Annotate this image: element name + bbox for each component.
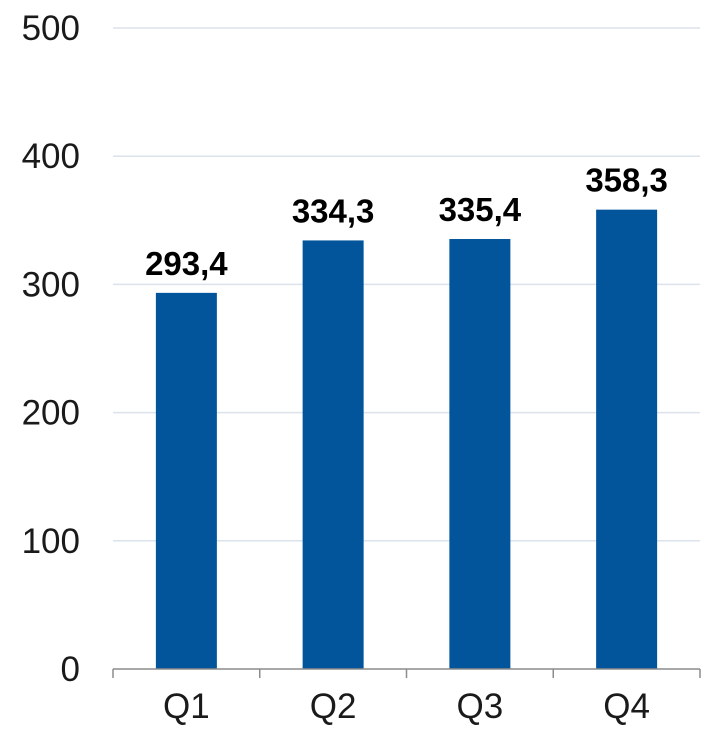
- y-tick-label: 0: [61, 650, 80, 689]
- y-tick-label: 200: [22, 394, 80, 433]
- bar-q4: [596, 209, 658, 669]
- bar-q1: [155, 292, 217, 669]
- x-axis: [112, 668, 701, 678]
- y-tick-label: 100: [22, 522, 80, 561]
- x-category-label: Q2: [310, 687, 357, 726]
- x-axis-category-labels: Q1 Q2 Q3 Q4: [163, 687, 650, 726]
- bar-q2: [302, 240, 364, 669]
- data-labels: 293,4 334,3 335,4 358,3: [145, 162, 668, 282]
- y-tick-label: 400: [22, 137, 80, 176]
- y-tick-label: 300: [22, 265, 80, 304]
- bars: [155, 209, 658, 669]
- y-axis-tick-labels: 0 100 200 300 400 500: [22, 9, 80, 689]
- data-label: 293,4: [145, 245, 228, 282]
- data-label: 334,3: [292, 192, 375, 229]
- data-label: 335,4: [439, 191, 522, 228]
- bar-q3: [449, 239, 511, 669]
- x-category-label: Q3: [457, 687, 504, 726]
- x-category-label: Q1: [163, 687, 210, 726]
- x-category-label: Q4: [603, 687, 650, 726]
- y-tick-label: 500: [22, 9, 80, 48]
- data-label: 358,3: [585, 162, 668, 199]
